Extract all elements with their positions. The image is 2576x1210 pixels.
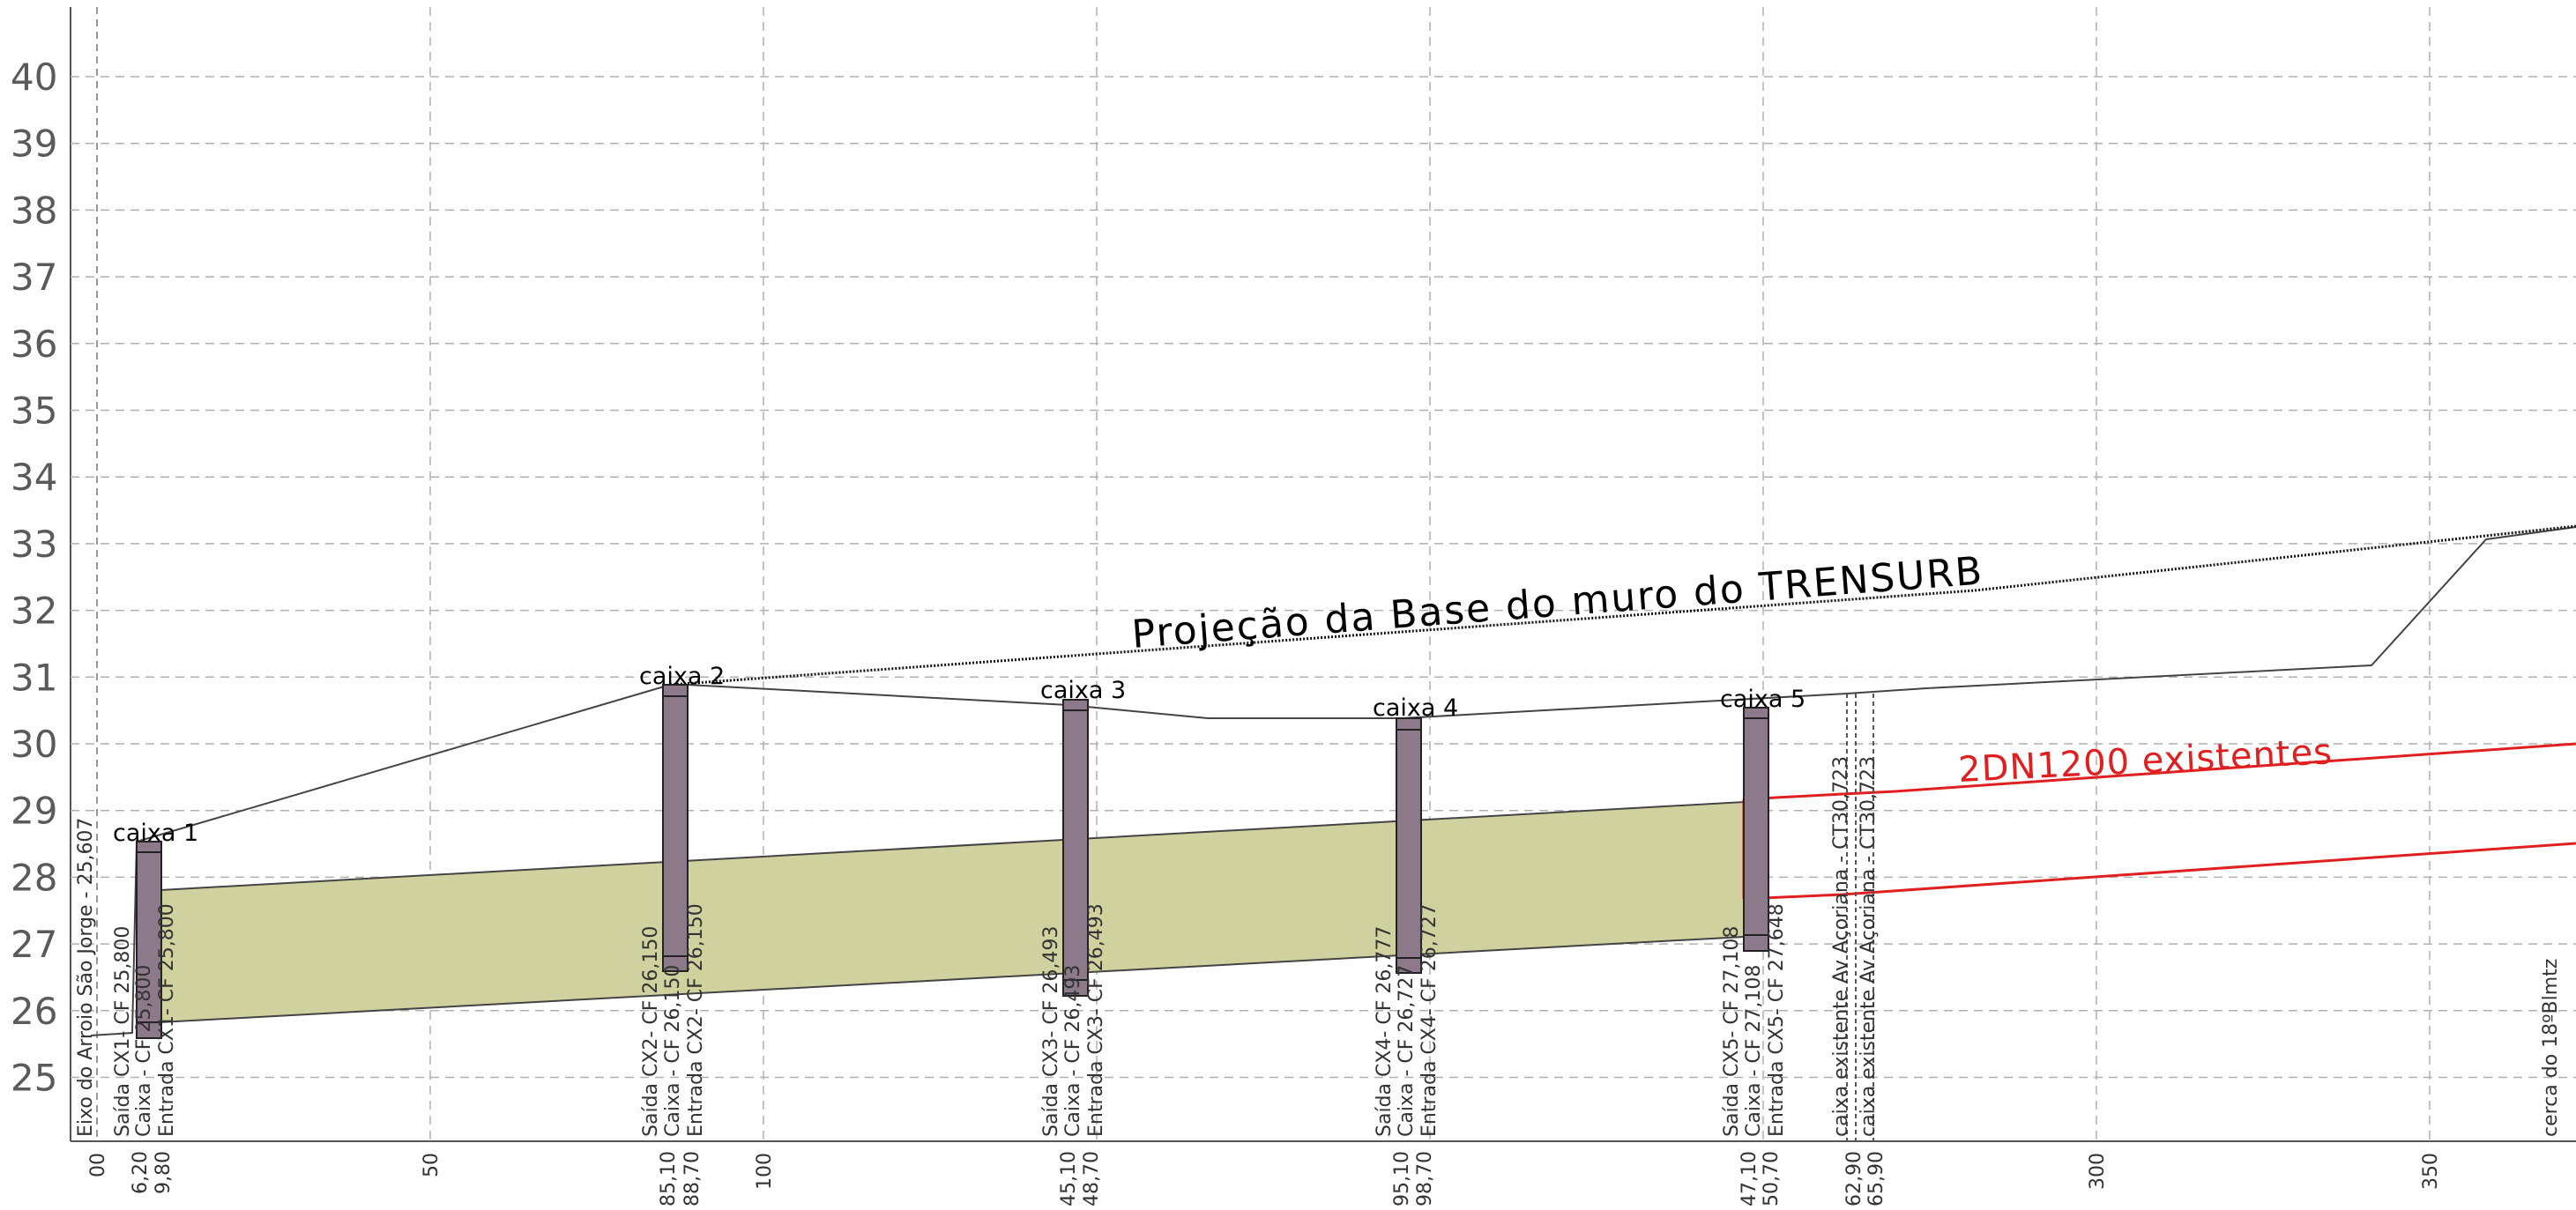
station-label: 195,10 (1391, 1151, 1413, 1206)
y-tick-label: 40 (11, 56, 57, 99)
box-1-title: caixa 1 (113, 820, 198, 847)
x-tick-label: 00 (87, 1153, 109, 1177)
y-tick-label: 39 (11, 122, 57, 166)
vertical-annotations: Eixo do Arroio São Jorge - 25,607 Saída C… (75, 756, 2562, 1137)
box-2-title: caixa 2 (639, 663, 725, 690)
existing-box-label: caixa existente Av Açoriana - CT30,723 (1830, 756, 1852, 1137)
box-annotation: Caixa - CF 25,800 (133, 965, 155, 1137)
box-annotation: Caixa - CF 26,493 (1062, 965, 1084, 1137)
y-axis-labels: 25 26 27 28 29 30 31 32 33 34 35 36 37 38 39 40 (11, 56, 57, 1100)
existing-box-label: caixa existente Av Açoriana - CT30,723 (1858, 756, 1880, 1137)
box-annotation: Entrada CX2- CF 26,150 (685, 903, 707, 1137)
box-3-title: caixa 3 (1040, 677, 1126, 704)
y-tick-label: 36 (11, 323, 57, 366)
station-label: 265,90 (1865, 1151, 1887, 1206)
x-tick-label: 50 (421, 1153, 443, 1177)
y-tick-label: 32 (11, 590, 57, 633)
station-label: 148,70 (1081, 1151, 1103, 1206)
box-annotation: Saída CX1- CF 25,800 (112, 926, 134, 1137)
arroio-axis-label: Eixo do Arroio São Jorge - 25,607 (75, 818, 97, 1137)
box-5-title: caixa 5 (1720, 686, 1805, 713)
y-tick-label: 29 (11, 790, 57, 833)
box-annotation: Saída CX4- CF 26,777 (1374, 926, 1396, 1137)
station-label: 6,20 (130, 1151, 152, 1194)
pipe-label: 2DN1200 existentes (1957, 731, 2334, 791)
box-annotation: Saída CX5- CF 27,108 (1721, 926, 1743, 1137)
station-label: 85,10 (658, 1151, 680, 1206)
box-4-title: caixa 4 (1373, 694, 1458, 722)
x-axis-labels: 00 50 100 300 350 (87, 1153, 2442, 1190)
box-1 (136, 841, 162, 1039)
y-tick-label: 25 (11, 1057, 57, 1100)
y-tick-label: 31 (11, 656, 57, 699)
x-tick-label: 300 (2087, 1153, 2109, 1190)
wall-base-label: Projeção da Base do muro do TRENSURB (1130, 548, 1985, 657)
box-annotation: Caixa - CF 27,108 (1743, 965, 1765, 1137)
box-2 (662, 684, 689, 972)
fence-label: cerca do 18ºBlmtz (2540, 959, 2562, 1137)
station-label: 250,70 (1761, 1151, 1783, 1206)
station-labels: 6,20 9,80 85,10 88,70 145,10 148,70 195,10 198,… (130, 1151, 1887, 1210)
station-label: 9,80 (153, 1151, 175, 1194)
station-label: 247,10 (1738, 1151, 1761, 1206)
box-annotation: Saída CX3- CF 26,493 (1040, 926, 1062, 1137)
x-tick-label: 350 (2420, 1153, 2442, 1190)
box-annotation: Caixa - CF 26,150 (662, 965, 684, 1137)
station-label: 262,90 (1843, 1151, 1865, 1206)
station-label: 145,10 (1058, 1151, 1080, 1206)
y-tick-label: 37 (11, 256, 57, 299)
y-tick-label: 27 (11, 923, 57, 966)
box-annotation: Caixa - CF 26,727 (1396, 965, 1418, 1137)
y-tick-label: 35 (11, 390, 57, 433)
box-3 (1062, 699, 1089, 997)
x-tick-label: 100 (754, 1153, 776, 1190)
y-tick-label: 34 (11, 456, 57, 499)
y-tick-label: 38 (11, 189, 57, 232)
box-annotation: Entrada CX4- CF 26,727 (1418, 903, 1441, 1137)
y-tick-label: 28 (11, 856, 57, 899)
box-annotation: Entrada CX1- CF 25,800 (156, 903, 178, 1137)
station-label: 88,70 (681, 1151, 704, 1206)
y-tick-label: 30 (11, 723, 57, 766)
wall-base-line (669, 524, 2576, 687)
box-annotation: Entrada CX5- CF 27,648 (1766, 903, 1788, 1137)
box-4 (1396, 717, 1422, 974)
pipe-lower-line (1743, 842, 2576, 901)
y-tick-label: 26 (11, 990, 57, 1033)
station-label: 198,70 (1414, 1151, 1436, 1206)
box-annotation: Saída CX2- CF 26,150 (640, 926, 662, 1137)
pipe-upper-line (1743, 742, 2576, 801)
y-tick-label: 33 (11, 523, 57, 566)
box-annotation: Entrada CX3- CF 26,493 (1085, 903, 1107, 1137)
channel-section (160, 800, 1745, 1024)
box-5 (1743, 707, 1769, 952)
